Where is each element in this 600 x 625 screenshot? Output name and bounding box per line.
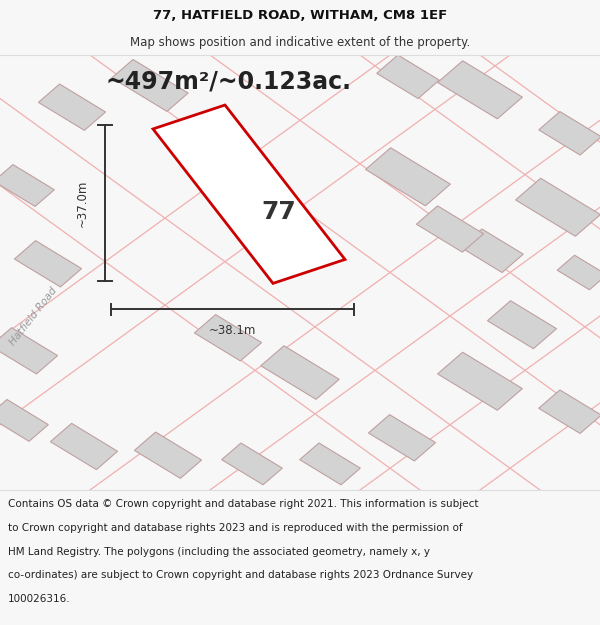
Text: Contains OS data © Crown copyright and database right 2021. This information is : Contains OS data © Crown copyright and d…: [8, 499, 478, 509]
Polygon shape: [50, 423, 118, 469]
Text: ~38.1m: ~38.1m: [209, 324, 256, 337]
Polygon shape: [299, 443, 361, 485]
Polygon shape: [487, 301, 557, 349]
Polygon shape: [153, 105, 345, 283]
Polygon shape: [221, 443, 283, 485]
Polygon shape: [0, 328, 58, 374]
Polygon shape: [14, 241, 82, 287]
Text: 77: 77: [262, 199, 296, 224]
Polygon shape: [515, 178, 600, 236]
Polygon shape: [539, 111, 600, 155]
Text: to Crown copyright and database rights 2023 and is reproduced with the permissio: to Crown copyright and database rights 2…: [8, 523, 463, 533]
Polygon shape: [437, 352, 523, 410]
Polygon shape: [368, 414, 436, 461]
Polygon shape: [194, 314, 262, 361]
Polygon shape: [557, 255, 600, 290]
Polygon shape: [38, 84, 106, 131]
Text: ~497m²/~0.123ac.: ~497m²/~0.123ac.: [105, 69, 351, 93]
Text: 100026316.: 100026316.: [8, 594, 70, 604]
Text: co-ordinates) are subject to Crown copyright and database rights 2023 Ordnance S: co-ordinates) are subject to Crown copyr…: [8, 571, 473, 581]
Polygon shape: [416, 206, 484, 252]
Polygon shape: [261, 346, 339, 399]
Polygon shape: [377, 55, 439, 99]
Polygon shape: [437, 61, 523, 119]
Polygon shape: [539, 390, 600, 434]
Polygon shape: [0, 399, 49, 441]
Polygon shape: [134, 432, 202, 478]
Polygon shape: [0, 164, 55, 206]
Text: HM Land Registry. The polygons (including the associated geometry, namely x, y: HM Land Registry. The polygons (includin…: [8, 547, 430, 557]
Text: ~37.0m: ~37.0m: [76, 179, 89, 227]
Polygon shape: [112, 59, 188, 111]
Text: Hatfield Road: Hatfield Road: [7, 285, 59, 347]
Text: Map shows position and indicative extent of the property.: Map shows position and indicative extent…: [130, 36, 470, 49]
Text: 77, HATFIELD ROAD, WITHAM, CM8 1EF: 77, HATFIELD ROAD, WITHAM, CM8 1EF: [153, 9, 447, 22]
Polygon shape: [365, 148, 451, 206]
Polygon shape: [461, 229, 523, 272]
